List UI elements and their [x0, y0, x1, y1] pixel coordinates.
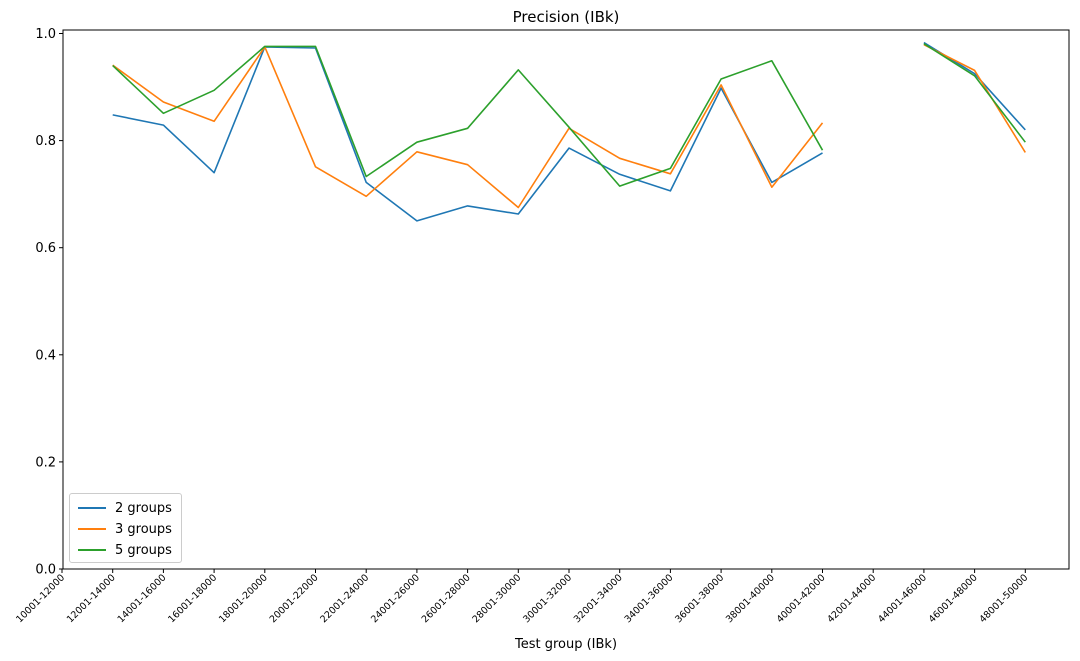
x-tick-label: 14001-16000 [116, 572, 169, 625]
series-line-3-groups [923, 43, 1026, 153]
plot-lines [112, 41, 1026, 222]
series-line-5-groups [923, 43, 1026, 143]
y-tick-label: 1.0 [35, 27, 56, 42]
legend-swatch-5-groups [78, 549, 106, 551]
x-tick-label: 42001-44000 [825, 572, 878, 625]
series-5-groups [112, 43, 1026, 187]
legend-label-5-groups: 5 groups [115, 542, 172, 558]
x-tick-label: 20001-22000 [268, 572, 321, 625]
x-tick-label: 48001-50000 [977, 572, 1030, 625]
series-line-2-groups [923, 41, 1026, 131]
x-tick-label: 38001-40000 [724, 572, 777, 625]
plot-frame [62, 29, 1070, 570]
series-line-2-groups [112, 46, 823, 222]
series-3-groups [112, 43, 1026, 209]
y-tick-label: 0.8 [35, 134, 56, 149]
x-tick-label: 10001-12000 [14, 572, 67, 625]
legend-item-5-groups: 5 groups [78, 540, 172, 560]
legend-item-2-groups: 2 groups [78, 498, 172, 518]
legend-swatch-3-groups [78, 528, 106, 530]
x-axis-label: Test group (IBk) [514, 637, 617, 652]
series-line-3-groups [112, 46, 824, 209]
x-tick-label: 46001-48000 [927, 572, 980, 625]
x-axis: 10001-1200012001-1400014001-1600016001-1… [14, 569, 1030, 625]
y-tick-label: 0.4 [35, 348, 56, 363]
x-tick-label: 32001-34000 [572, 572, 625, 625]
legend-item-3-groups: 3 groups [78, 519, 172, 539]
y-tick-label: 0.6 [35, 241, 56, 256]
x-tick-label: 24001-26000 [369, 572, 422, 625]
x-tick-label: 18001-20000 [217, 572, 270, 625]
x-tick-label: 36001-38000 [673, 572, 726, 625]
series-line-5-groups [112, 45, 824, 187]
x-tick-label: 34001-36000 [623, 572, 676, 625]
legend: 2 groups 3 groups 5 groups [69, 493, 182, 563]
chart-title: Precision (IBk) [513, 8, 620, 26]
x-tick-label: 40001-42000 [775, 572, 828, 625]
x-tick-label: 22001-24000 [318, 572, 371, 625]
y-axis: 0.0 0.2 0.4 0.6 0.8 1.0 [35, 27, 63, 578]
x-tick-label: 12001-14000 [65, 572, 118, 625]
y-tick-label: 0.2 [35, 455, 56, 470]
x-tick-label: 28001-30000 [470, 572, 523, 625]
x-tick-label: 30001-32000 [521, 572, 574, 625]
legend-label-2-groups: 2 groups [115, 500, 172, 516]
x-tick-label: 16001-18000 [166, 572, 219, 625]
y-tick-label: 0.0 [35, 563, 56, 578]
x-tick-label: 44001-46000 [876, 572, 929, 625]
legend-swatch-2-groups [78, 507, 106, 509]
x-tick-label: 26001-28000 [420, 572, 473, 625]
legend-label-3-groups: 3 groups [115, 521, 172, 537]
